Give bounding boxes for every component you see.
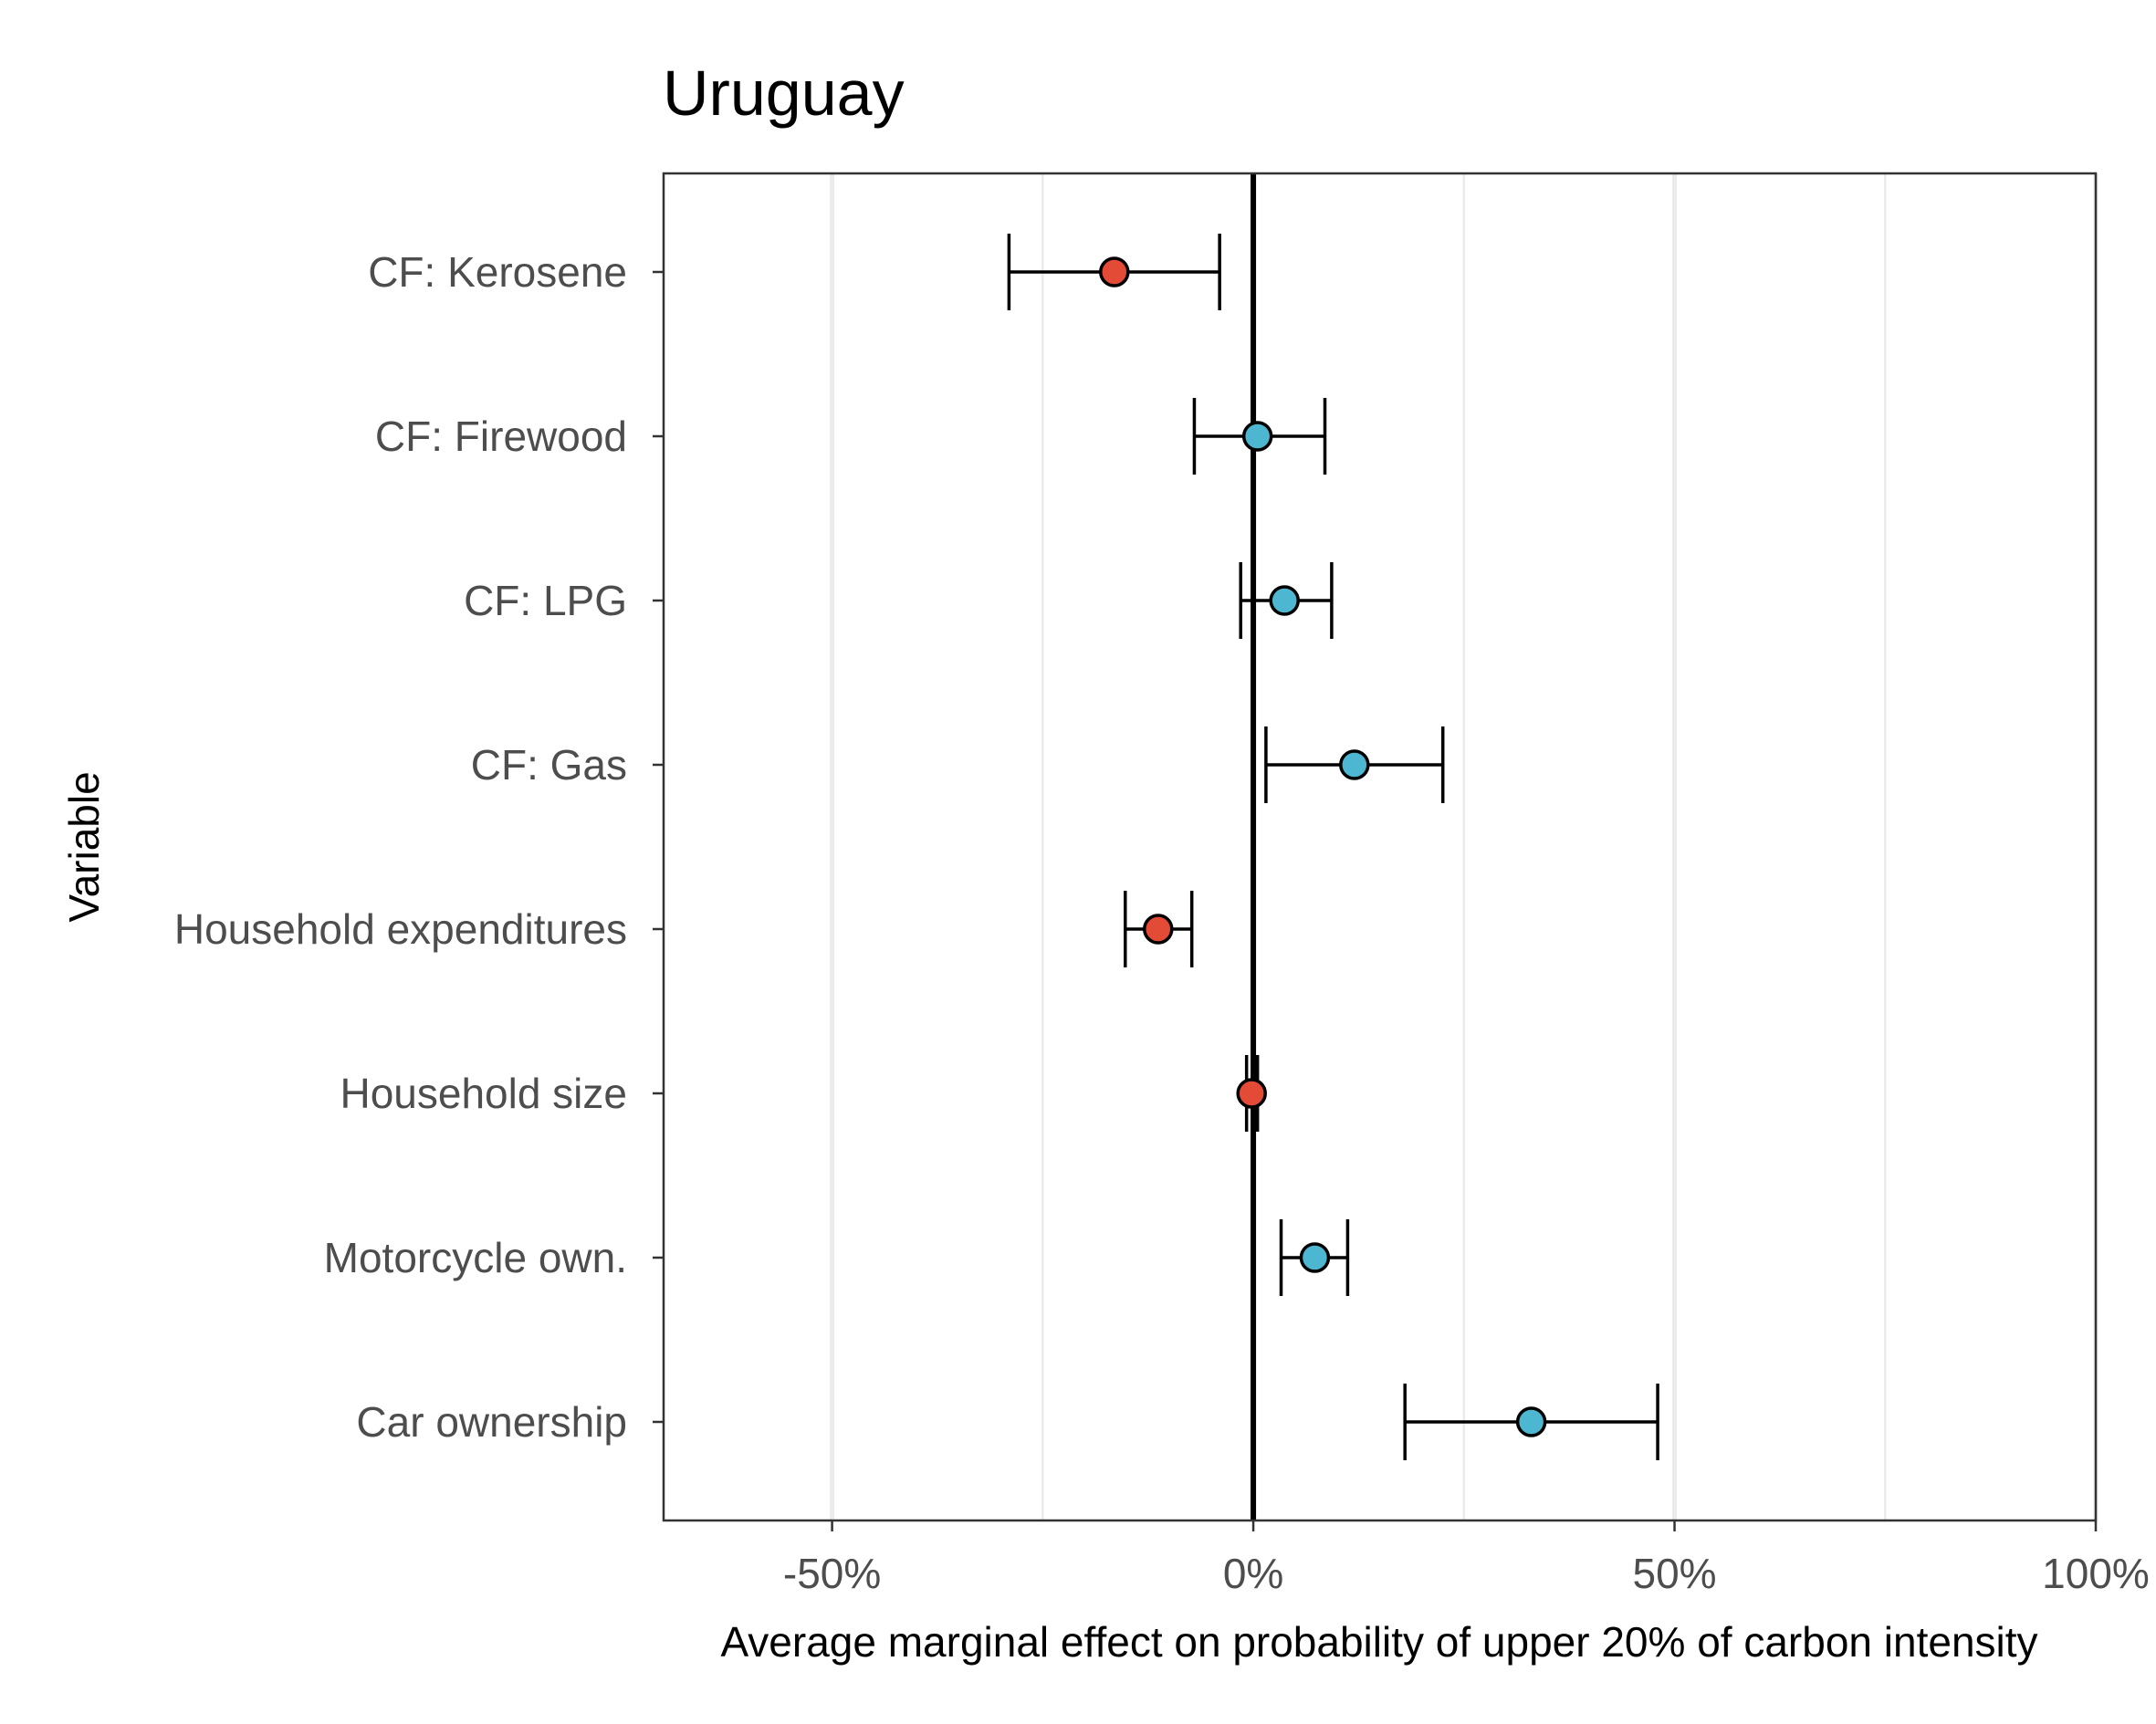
y-tick-label: Motorcycle own.: [324, 1234, 627, 1281]
point-estimate: [1339, 749, 1370, 780]
y-tick-label: Household size: [340, 1070, 627, 1117]
point-estimate: [1241, 421, 1273, 452]
y-axis-title: Variable: [60, 771, 108, 922]
plot-panel-border: [662, 172, 2098, 1522]
estimate-row: [1192, 398, 1327, 475]
point-estimate: [1299, 1242, 1331, 1273]
x-tick-label: -50%: [783, 1550, 881, 1597]
y-tick-label: Car ownership: [356, 1398, 627, 1446]
y-axis: CF: Kerosene CF: Firewood CF: LPG CF: Gas Ho…: [174, 248, 664, 1446]
y-tick-label: CF: Gas: [471, 741, 627, 789]
estimate-row: [1236, 1055, 1267, 1132]
point-estimate: [1269, 585, 1300, 616]
x-tick-label: 0%: [1223, 1550, 1283, 1597]
x-tick-label: 50%: [1632, 1550, 1716, 1597]
x-axis-title: Average marginal effect on probability o…: [720, 1618, 2037, 1666]
point-estimate: [1099, 256, 1130, 287]
point-estimate: [1515, 1406, 1547, 1437]
y-tick-label: CF: Firewood: [375, 413, 627, 460]
estimate-row: [1279, 1219, 1350, 1296]
estimate-points: [1007, 234, 1659, 1460]
estimate-row: [1239, 562, 1334, 639]
y-tick-label: CF: Kerosene: [368, 248, 627, 296]
x-tick-label: 100%: [2042, 1550, 2150, 1597]
estimate-row: [1403, 1384, 1659, 1460]
estimate-row: [1264, 726, 1445, 803]
grid-lines: [830, 173, 2098, 1520]
estimate-row: [1124, 891, 1194, 967]
chart-title: Uruguay: [663, 57, 905, 129]
y-tick-label: CF: LPG: [464, 577, 627, 624]
point-estimate: [1236, 1078, 1267, 1109]
point-estimate: [1143, 914, 1174, 945]
x-axis: -50% 0% 50% 100%: [783, 1520, 2150, 1597]
estimate-row: [1007, 234, 1221, 310]
y-tick-label: Household expenditures: [174, 905, 627, 953]
